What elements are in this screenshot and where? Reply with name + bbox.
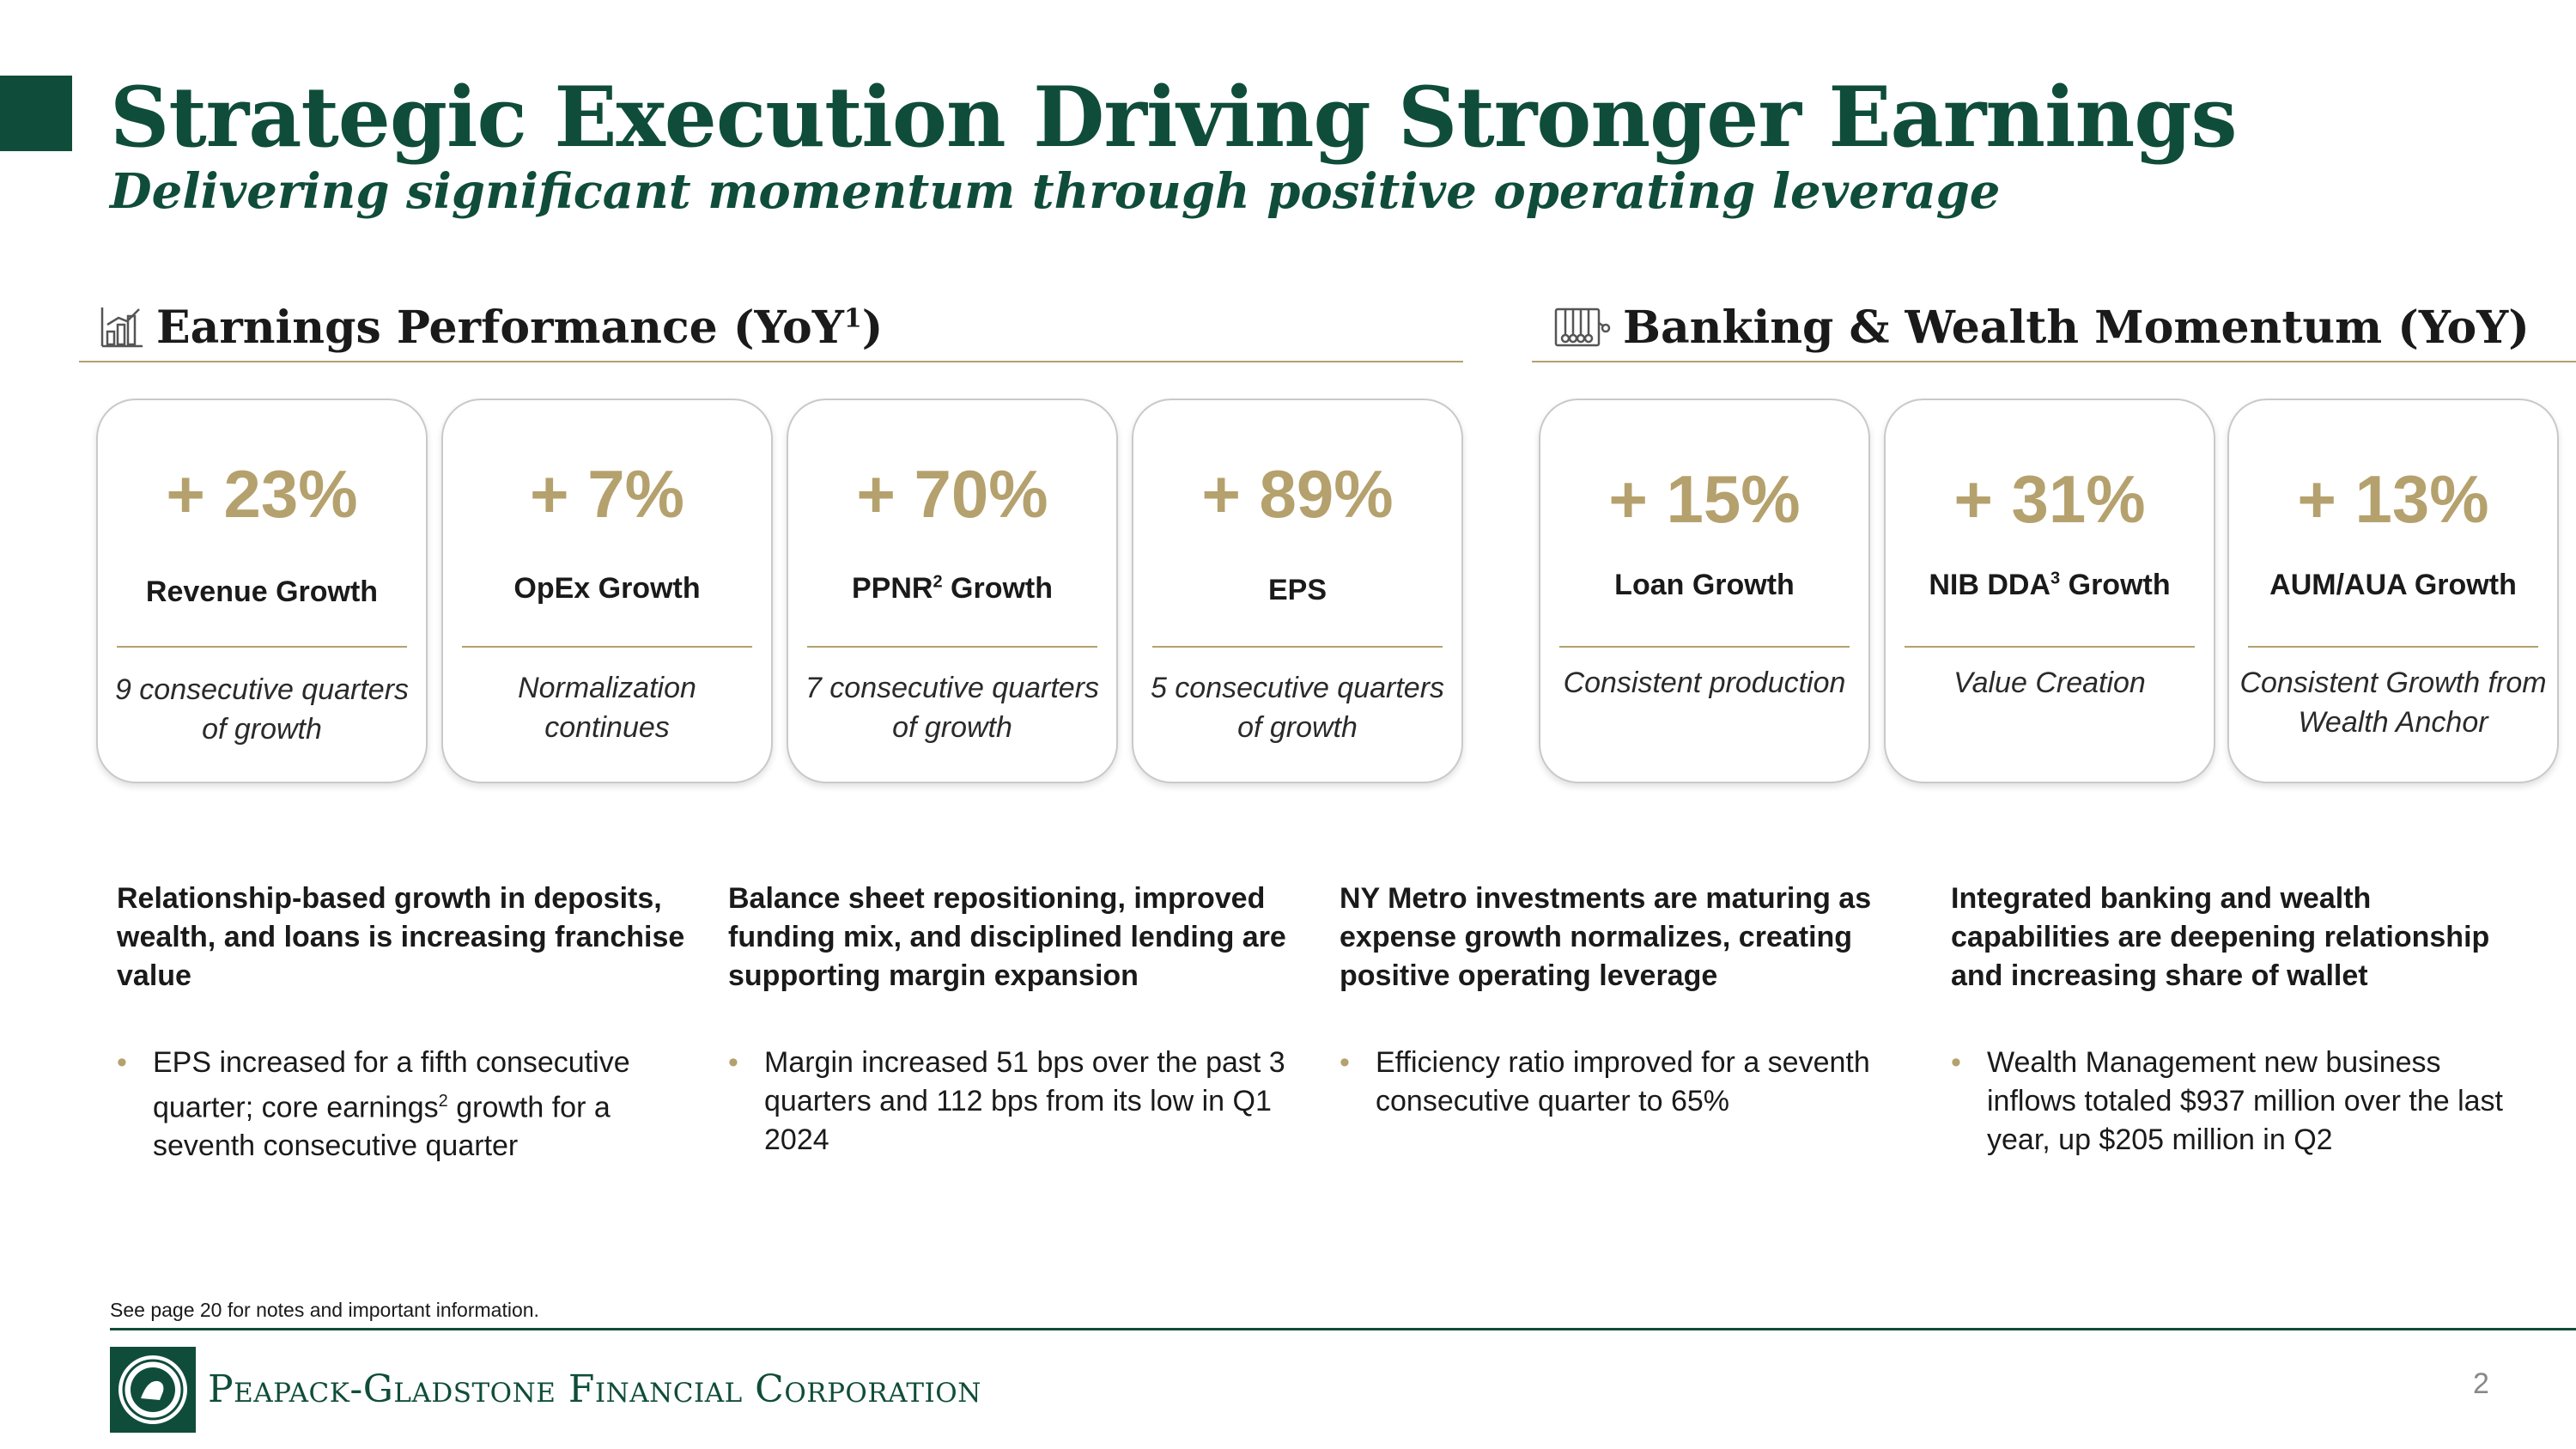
metric-label-text: NIB DDA [1929,569,2051,601]
metric-card-loans: + 15% Loan Growth Consistent production [1539,399,1870,783]
insight-heading: Balance sheet repositioning, improved fu… [728,882,1286,992]
title-accent-block [0,76,72,151]
metric-value: + 7% [530,456,684,532]
insight-bullet: • Efficiency ratio improved for a sevent… [1340,1044,1923,1121]
insight-bullet: • EPS increased for a fifth consecutive … [117,1044,701,1166]
footnote-marker: 2 [438,1092,448,1111]
card-divider [1152,646,1443,648]
metric-card-revenue: + 23% Revenue Growth 9 consecutive quart… [96,399,428,783]
card-divider [117,646,407,648]
metric-label: EPS [1267,574,1327,606]
card-divider [807,646,1097,648]
section-divider-banking [1532,361,2576,362]
section-heading-banking: Banking & Wealth Momentum (YoY) [1554,297,2530,357]
footer-divider [110,1328,2576,1330]
newtons-cradle-icon [1554,307,1611,347]
bullet-glyph: • [1340,1046,1350,1079]
card-divider [1905,646,2195,648]
section-label-banking: Banking & Wealth Momentum (YoY) [1623,301,2530,354]
insight-column-3: NY Metro investments are maturing as exp… [1340,880,1923,1121]
metric-card-eps: + 89% EPS 5 consecutive quarters of grow… [1132,399,1463,783]
insight-heading: Relationship-based growth in deposits, w… [117,882,685,992]
bullet-text: Efficiency ratio improved for a seventh … [1376,1046,1870,1117]
bullet-text: Margin increased 51 bps over the past 3 … [764,1046,1285,1156]
metric-note: 5 consecutive quarters of growth [1150,672,1445,744]
bullet-text-continued: growth for a seventh consecutive quarter [153,1091,611,1163]
section-heading-earnings: Earnings Performance (YoY1) [100,297,883,357]
metric-value: + 89% [1201,456,1394,532]
section-label-suffix: ) [861,301,884,354]
metric-note: Value Creation [1953,667,2146,699]
metric-label-text: PPNR [851,572,933,605]
footnote-marker: 1 [843,303,862,334]
metric-label: Revenue Growth [145,575,379,608]
card-divider [462,646,752,648]
metric-card-ppnr: + 70% PPNR2 Growth 7 consecutive quarter… [787,399,1118,783]
card-divider [2248,646,2538,648]
bar-chart-icon [100,307,143,348]
card-divider [1559,646,1850,648]
section-label-earnings: Earnings Performance (YoY [156,301,844,354]
metric-note: 7 consecutive quarters of growth [805,672,1100,744]
insight-bullet: • Margin increased 51 bps over the past … [728,1044,1312,1160]
insight-heading: NY Metro investments are maturing as exp… [1340,882,1872,992]
metric-note: Consistent Growth from Wealth Anchor [2239,667,2547,739]
metric-card-nib-dda: + 31% NIB DDA3 Growth Value Creation [1884,399,2215,783]
page-number: 2 [2473,1367,2489,1400]
metric-card-aum: + 13% AUM/AUA Growth Consistent Growth f… [2227,399,2559,783]
metric-label: Loan Growth [1614,569,1795,601]
metric-card-opex: + 7% OpEx Growth Normalization continues [441,399,773,783]
metric-label-suffix: Growth [942,572,1054,605]
insight-bullet: • Wealth Management new business inflows… [1951,1044,2535,1160]
page-subtitle: Delivering significant momentum through … [110,163,2001,220]
metric-label: NIB DDA3 Growth [1886,569,2214,602]
page-title: Strategic Execution Driving Stronger Ear… [110,69,2237,166]
bullet-text: EPS increased for a fifth consecutive qu… [153,1046,630,1124]
bullet-text: Wealth Management new business inflows t… [1987,1046,2503,1156]
insight-heading: Integrated banking and wealth capabiliti… [1951,882,2490,992]
insight-column-2: Balance sheet repositioning, improved fu… [728,880,1312,1160]
metric-label-suffix: Growth [2060,569,2171,601]
metric-value: + 70% [856,456,1048,532]
company-name: Peapack-Gladstone Financial Corporation [208,1367,981,1411]
metric-value: + 23% [166,456,358,532]
insight-column-4: Integrated banking and wealth capabiliti… [1951,880,2535,1160]
bullet-glyph: • [1951,1046,1961,1079]
metric-note: 9 consecutive quarters of growth [114,673,410,746]
metric-label: OpEx Growth [513,572,701,605]
metric-label: AUM/AUA Growth [2269,569,2517,601]
insight-column-1: Relationship-based growth in deposits, w… [117,880,701,1166]
section-divider-earnings [79,361,1463,362]
bullet-glyph: • [728,1046,738,1079]
metric-label: PPNR2 Growth [788,572,1116,606]
company-seal-logo [110,1347,196,1433]
footnote-marker: 3 [2050,569,2061,588]
metric-value: + 15% [1608,461,1801,537]
metric-note: Consistent production [1563,667,1846,699]
metric-note: Normalization continues [518,672,696,744]
footnote: See page 20 for notes and important info… [110,1299,539,1321]
footnote-marker: 2 [933,572,943,592]
metric-value: + 13% [2297,461,2489,537]
bullet-glyph: • [117,1046,127,1079]
metric-value: + 31% [1953,461,2146,537]
